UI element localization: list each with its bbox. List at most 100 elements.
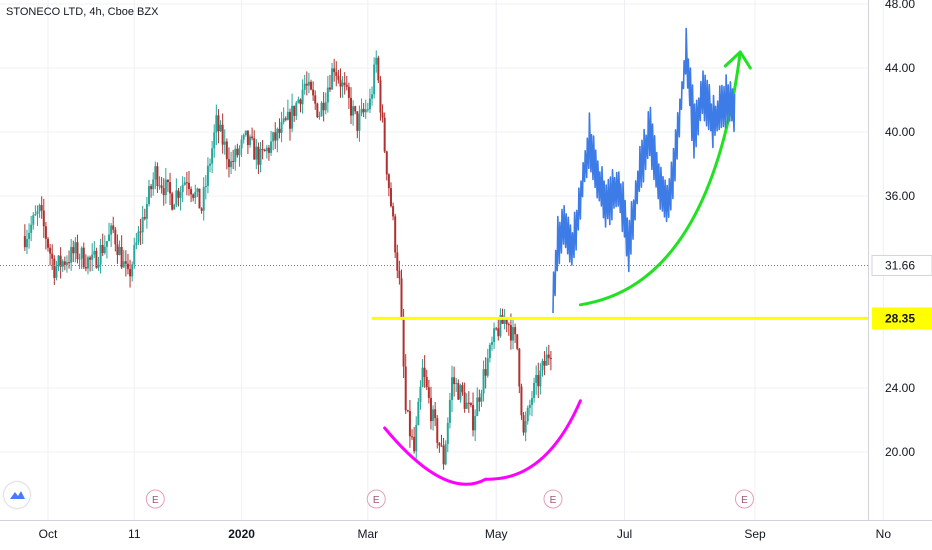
candle-body bbox=[499, 315, 502, 337]
candle-body bbox=[453, 377, 456, 385]
last-price-label: 31.66 bbox=[885, 258, 915, 272]
candle-body bbox=[118, 246, 121, 255]
candle-body bbox=[244, 130, 247, 135]
candle-body bbox=[335, 72, 338, 76]
tradingview-logo-icon[interactable] bbox=[4, 482, 30, 508]
candle-body bbox=[291, 105, 294, 129]
candle-body bbox=[122, 261, 125, 268]
candle-body bbox=[461, 385, 464, 393]
candle-body bbox=[120, 246, 123, 268]
candle-body bbox=[427, 387, 430, 398]
candle-body bbox=[465, 402, 468, 409]
candle-body bbox=[425, 376, 428, 388]
candle-body bbox=[227, 159, 230, 168]
candle-body bbox=[219, 124, 222, 132]
candle-body bbox=[533, 382, 536, 399]
candle-body bbox=[261, 149, 264, 151]
candle-body bbox=[366, 109, 369, 111]
candle-body bbox=[129, 269, 132, 277]
candle-body bbox=[179, 192, 182, 198]
candle-body bbox=[202, 187, 205, 211]
candle-body bbox=[72, 247, 75, 254]
candle-body bbox=[415, 425, 418, 452]
candle-body bbox=[303, 83, 306, 90]
candle-body bbox=[299, 99, 302, 105]
candle-body bbox=[469, 403, 472, 406]
candle-body bbox=[505, 319, 508, 325]
candle-body bbox=[49, 247, 52, 254]
candle-body bbox=[312, 89, 315, 96]
candle-body bbox=[34, 214, 37, 216]
candle-body bbox=[387, 174, 390, 189]
candle-body bbox=[472, 405, 475, 431]
candle-body bbox=[99, 244, 102, 265]
candle-body bbox=[480, 393, 483, 402]
candle-body bbox=[507, 324, 510, 326]
candle-body bbox=[434, 409, 437, 419]
candle-body bbox=[232, 160, 235, 162]
candle-body bbox=[47, 238, 49, 248]
candle-body bbox=[61, 261, 64, 267]
candle-body bbox=[240, 139, 243, 149]
candle-body bbox=[38, 205, 41, 212]
time-tick-label: No bbox=[876, 527, 892, 541]
candle-body bbox=[53, 258, 56, 278]
candle-body bbox=[463, 392, 466, 409]
candle-body bbox=[413, 436, 416, 452]
candle-body bbox=[259, 149, 262, 165]
candle-body bbox=[80, 247, 83, 259]
candle-body bbox=[455, 383, 458, 385]
candle-body bbox=[238, 148, 241, 156]
candle-body bbox=[160, 185, 163, 189]
candle-body bbox=[265, 147, 268, 152]
candle-body bbox=[267, 147, 270, 153]
candle-body bbox=[44, 226, 47, 239]
candle-body bbox=[82, 247, 85, 268]
candle-body bbox=[522, 415, 525, 433]
uptrend-arrowhead bbox=[723, 50, 752, 70]
candle-body bbox=[78, 258, 81, 260]
candle-body bbox=[225, 141, 228, 160]
candle-body bbox=[286, 111, 289, 120]
candle-body bbox=[343, 82, 346, 85]
candle-body bbox=[408, 410, 411, 437]
price-tick-label: 44.00 bbox=[885, 61, 915, 75]
candle-body bbox=[234, 148, 237, 162]
time-axis[interactable]: Oct 11 2020 Mar May Jul Sep No bbox=[0, 520, 932, 542]
candle-body bbox=[503, 319, 506, 324]
candle-body bbox=[539, 370, 542, 387]
candle-body bbox=[392, 206, 395, 217]
candle-body bbox=[406, 410, 409, 412]
earnings-marker-circle bbox=[543, 489, 563, 509]
candle-body bbox=[28, 232, 31, 240]
candle-body bbox=[347, 86, 350, 98]
candle-body bbox=[230, 160, 233, 168]
time-tick-label: Sep bbox=[744, 527, 766, 541]
candle-body bbox=[541, 360, 544, 371]
candle-body bbox=[295, 102, 298, 116]
candle-body bbox=[171, 193, 174, 210]
earnings-marker-label: E bbox=[152, 495, 159, 506]
candle-body bbox=[223, 141, 226, 145]
candle-body bbox=[514, 327, 517, 335]
candle-body bbox=[211, 148, 214, 164]
candle-body bbox=[236, 148, 239, 156]
candle-body bbox=[364, 109, 367, 113]
earnings-marker-label: E bbox=[550, 495, 557, 506]
candle-body bbox=[549, 357, 552, 359]
candle-body bbox=[95, 250, 98, 268]
candle-body bbox=[337, 75, 340, 80]
candle-body bbox=[263, 150, 266, 152]
candle-body bbox=[274, 132, 277, 141]
price-tick-label: 36.00 bbox=[885, 189, 915, 203]
candle-body bbox=[162, 188, 165, 196]
price-axis[interactable]: 48.00 44.00 40.00 36.00 24.00 20.00 bbox=[868, 0, 916, 520]
candle-body bbox=[206, 165, 209, 186]
price-tick-label: 48.00 bbox=[885, 0, 915, 11]
candle-body bbox=[57, 255, 60, 267]
candlestick-series bbox=[23, 50, 552, 470]
candle-body bbox=[284, 118, 287, 120]
candle-body bbox=[381, 112, 384, 118]
candle-body bbox=[86, 257, 89, 269]
